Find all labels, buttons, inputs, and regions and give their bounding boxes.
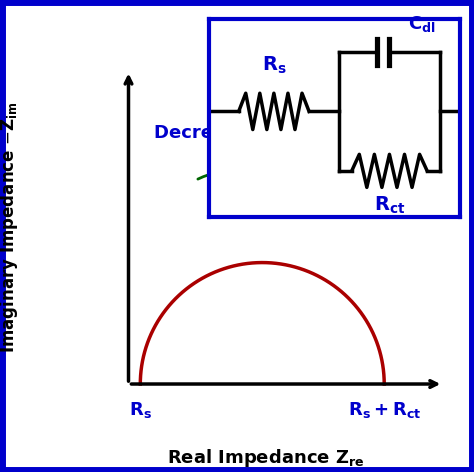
Text: Real Impedance $\mathbf{Z_{re}}$: Real Impedance $\mathbf{Z_{re}}$ [167,447,364,469]
FancyArrowPatch shape [198,169,281,179]
Text: Decreasing Frequency: Decreasing Frequency [154,124,379,142]
Text: $\mathbf{C_{dl}}$: $\mathbf{C_{dl}}$ [408,14,436,34]
Text: $\mathbf{R_s}$: $\mathbf{R_s}$ [129,400,152,420]
Text: Imaginary Impedance $-\mathbf{Z_{im}}$: Imaginary Impedance $-\mathbf{Z_{im}}$ [0,101,20,353]
Text: $\mathbf{R_{ct}}$: $\mathbf{R_{ct}}$ [374,195,405,216]
Text: $\mathbf{R_s + R_{ct}}$: $\mathbf{R_s + R_{ct}}$ [347,400,421,420]
Text: $\mathbf{R_s}$: $\mathbf{R_s}$ [262,54,286,76]
